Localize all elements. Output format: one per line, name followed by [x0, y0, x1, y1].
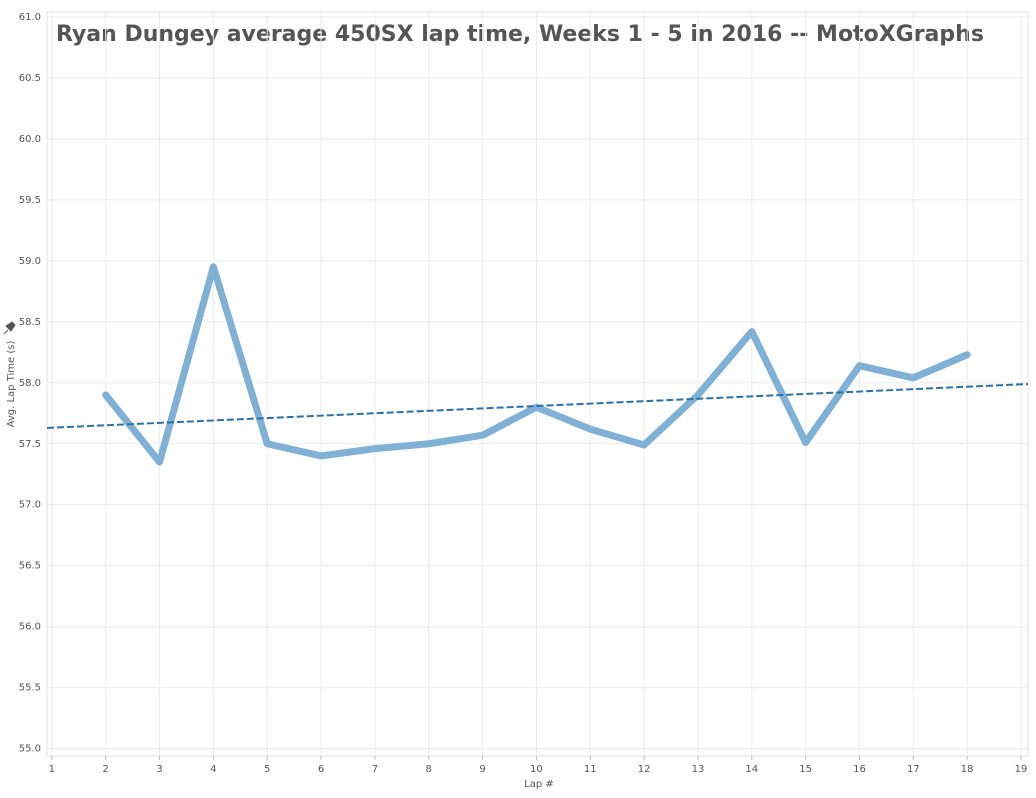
y-tick-label: 56.0 [19, 622, 41, 633]
x-tick-label: 2 [103, 764, 109, 775]
x-tick-label: 17 [907, 764, 920, 775]
x-tick-label: 10 [530, 764, 543, 775]
y-axis-label: Avg. Lap Time (s) [6, 341, 17, 428]
y-tick-label: 58.0 [19, 378, 41, 389]
y-tick-label: 55.0 [19, 744, 41, 755]
x-tick-label: 18 [961, 764, 974, 775]
x-tick-label: 5 [264, 764, 270, 775]
y-tick-label: 61.0 [19, 12, 41, 23]
y-tick-label: 59.0 [19, 256, 41, 267]
y-tick-label: 55.5 [19, 683, 41, 694]
trend-line [46, 383, 1029, 429]
x-tick-label: 7 [372, 764, 378, 775]
x-tick-label: 19 [1015, 764, 1028, 775]
x-tick-label: 3 [156, 764, 162, 775]
y-tick-label: 58.5 [19, 317, 41, 328]
x-tick-label: 6 [318, 764, 324, 775]
x-tick-label: 14 [745, 764, 758, 775]
x-tick-label: 16 [853, 764, 866, 775]
pin-icon [3, 321, 16, 335]
y-tick-label: 57.0 [19, 500, 41, 511]
y-tick-label: 57.5 [19, 439, 41, 450]
y-tick-label: 60.0 [19, 134, 41, 145]
plot-area [46, 11, 1029, 757]
x-tick-label: 15 [799, 764, 812, 775]
x-tick-label: 4 [210, 764, 216, 775]
chart-title: Ryan Dungey average 450SX lap time, Week… [56, 22, 984, 47]
x-tick-label: 12 [638, 764, 651, 775]
y-tick-label: 60.5 [19, 73, 41, 84]
data-line [102, 263, 971, 466]
y-tick-label: 59.5 [19, 195, 41, 206]
x-tick-label: 8 [426, 764, 432, 775]
y-tick-label: 56.5 [19, 561, 41, 572]
x-tick-label: 9 [479, 764, 485, 775]
x-tick-label: 11 [584, 764, 597, 775]
x-axis-label: Lap # [524, 779, 554, 790]
x-tick-label: 13 [692, 764, 705, 775]
x-tick-label: 1 [49, 764, 55, 775]
